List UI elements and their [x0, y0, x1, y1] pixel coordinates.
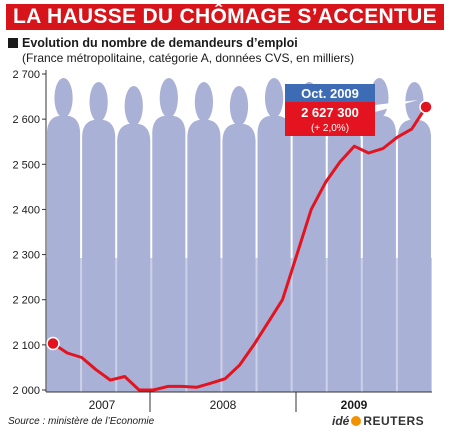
- y-tick-label: 2 400: [12, 204, 40, 216]
- callout-body: [285, 102, 375, 136]
- y-tick-label: 2 200: [12, 295, 40, 307]
- x-tick-label: 2007: [89, 398, 116, 412]
- silhouette-body: [82, 120, 116, 392]
- silhouette-head: [264, 78, 284, 118]
- x-axis: 2007 2008 2009: [46, 391, 432, 412]
- series-line: [46, 100, 433, 392]
- reuters-dot-icon: [351, 416, 362, 426]
- silhouette-head: [89, 82, 108, 122]
- silhouette-body: [362, 116, 396, 392]
- person-silhouette-icon: [152, 78, 186, 392]
- callout-value: 2 627 300: [301, 105, 359, 120]
- reuters-logo: idé REUTERS: [332, 414, 444, 430]
- callout-header: [285, 84, 375, 102]
- y-tick-label: 2 300: [12, 250, 40, 262]
- callout-pointer: [375, 100, 418, 112]
- silhouette-head: [124, 86, 143, 126]
- person-silhouette-icon: [257, 78, 291, 392]
- silhouette-body: [152, 116, 186, 392]
- chart-title: LA HAUSSE DU CHÔMAGE S’ACCENTUE: [6, 4, 444, 30]
- silhouette-head: [194, 82, 214, 122]
- callout-change: (+ 2,0%): [311, 123, 349, 134]
- person-silhouette-icon: [397, 82, 431, 392]
- silhouette-body: [187, 120, 221, 392]
- y-tick-label: 2 600: [12, 114, 40, 126]
- silhouette-body: [292, 120, 326, 392]
- silhouette-head: [54, 78, 73, 118]
- y-tick-label: 2 000: [12, 385, 40, 397]
- logo-reuters: REUTERS: [363, 414, 425, 428]
- silhouette-body: [222, 124, 256, 392]
- silhouette-background: [46, 78, 432, 392]
- silhouette-body: [117, 124, 151, 392]
- silhouette-head: [159, 78, 178, 118]
- subtitle-bullet: [8, 38, 18, 48]
- chart-subtitle: Evolution du nombre de demandeurs d’empl…: [22, 36, 298, 50]
- y-axis: 2 000 2 100 2 200 2 300 2 400 2 500 2 600 2 700: [12, 69, 47, 397]
- x-tick-label: 2009: [341, 398, 368, 412]
- data-line: [52, 106, 428, 392]
- y-tick-label: 2 700: [12, 69, 40, 81]
- source-note: Source : ministère de l’Economie: [8, 416, 155, 427]
- y-tick-label: 2 100: [12, 340, 40, 352]
- logo-ide: idé: [332, 414, 350, 428]
- y-tick-label: 2 500: [12, 159, 40, 171]
- silhouette-head: [405, 82, 424, 122]
- silhouette-body: [327, 124, 361, 392]
- callout-label: Oct. 2009: [301, 86, 359, 101]
- x-tick-label: 2008: [210, 398, 237, 412]
- person-silhouette-icon: [82, 82, 116, 392]
- silhouette-body: [397, 120, 431, 392]
- chart-subtitle-details: (France métropolitaine, catégorie A, don…: [22, 51, 355, 65]
- silhouette-body: [47, 116, 81, 392]
- person-silhouette-icon: [187, 82, 221, 392]
- person-silhouette-icon: [47, 78, 81, 392]
- person-silhouette-icon: [222, 86, 256, 392]
- end-point-marker: [419, 100, 433, 114]
- silhouette-head: [229, 86, 249, 126]
- person-silhouette-icon: [117, 86, 151, 392]
- silhouette-body: [257, 116, 291, 392]
- start-point-marker: [46, 336, 60, 351]
- callout: Oct. 2009 2 627 300 (+ 2,0%): [285, 84, 418, 136]
